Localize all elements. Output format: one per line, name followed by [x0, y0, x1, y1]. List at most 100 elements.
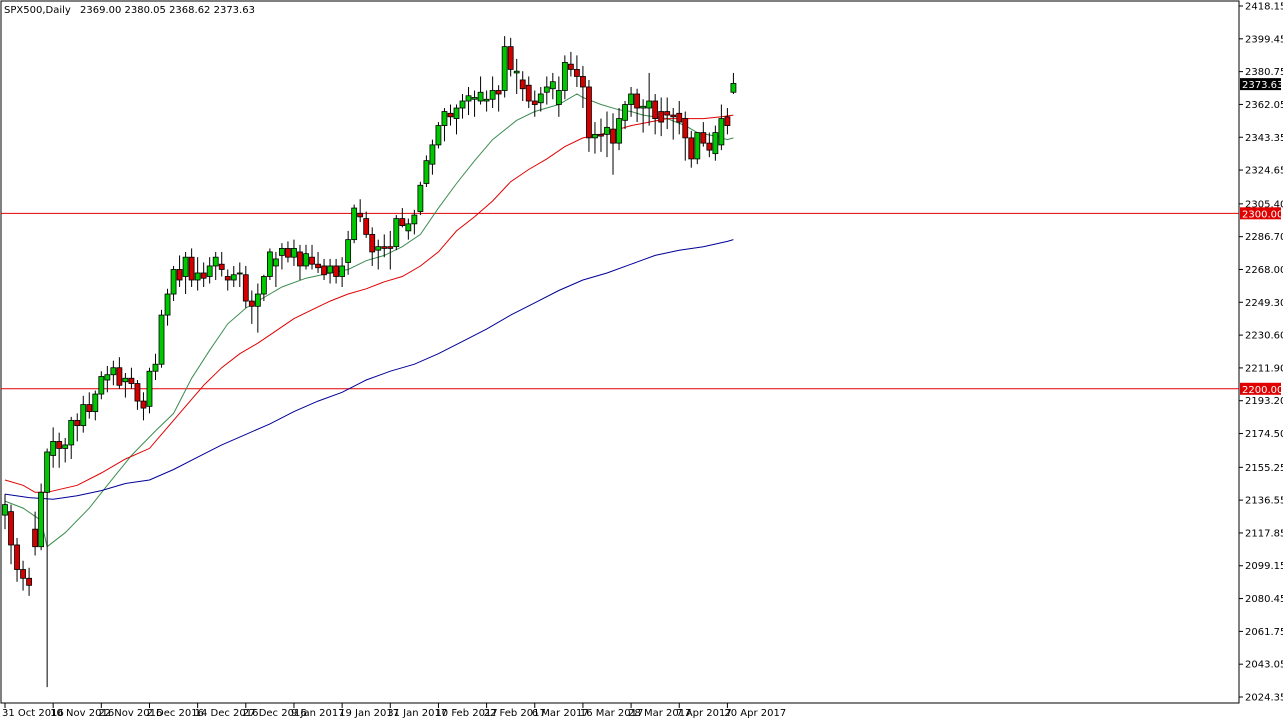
candle[interactable] — [291, 239, 297, 266]
candle[interactable] — [236, 262, 243, 288]
candle[interactable] — [676, 101, 683, 135]
candle[interactable] — [640, 99, 647, 133]
candle[interactable] — [38, 483, 45, 551]
candle[interactable] — [646, 72, 653, 126]
candle[interactable] — [658, 97, 665, 137]
candle[interactable] — [345, 230, 352, 275]
candle[interactable] — [26, 567, 32, 596]
candle[interactable] — [20, 560, 26, 591]
candle[interactable] — [80, 395, 87, 433]
candle[interactable] — [423, 155, 430, 187]
candle[interactable] — [272, 251, 279, 288]
candle[interactable] — [429, 139, 436, 175]
candle[interactable] — [128, 367, 135, 389]
candle[interactable] — [140, 392, 147, 421]
candle[interactable] — [56, 432, 63, 468]
candle[interactable] — [555, 76, 562, 117]
candle[interactable] — [610, 113, 616, 175]
candle[interactable] — [339, 257, 346, 288]
candle[interactable] — [483, 90, 490, 112]
candle[interactable] — [399, 208, 406, 228]
candle[interactable] — [574, 55, 580, 87]
candle[interactable] — [357, 199, 364, 223]
candle[interactable] — [447, 104, 454, 126]
candle[interactable] — [327, 258, 333, 284]
candle[interactable] — [230, 265, 237, 288]
candle[interactable] — [182, 251, 189, 295]
candle[interactable] — [32, 511, 38, 556]
candle[interactable] — [92, 390, 99, 421]
candle[interactable] — [266, 248, 273, 280]
candle[interactable] — [712, 125, 719, 161]
candle[interactable] — [700, 122, 707, 147]
candle[interactable] — [477, 76, 484, 105]
candle[interactable] — [543, 76, 550, 105]
candle[interactable] — [218, 251, 225, 277]
candle[interactable] — [242, 265, 249, 309]
candle[interactable] — [152, 353, 159, 381]
candle[interactable] — [706, 132, 713, 158]
candle[interactable] — [453, 104, 460, 135]
candle[interactable] — [531, 90, 538, 117]
candle[interactable] — [110, 360, 117, 386]
plot-area[interactable] — [0, 0, 1240, 704]
candle[interactable] — [513, 58, 520, 94]
candle[interactable] — [586, 79, 592, 152]
candle[interactable] — [471, 90, 478, 117]
candle[interactable] — [309, 244, 315, 270]
candle[interactable] — [285, 241, 291, 263]
candle[interactable] — [164, 288, 171, 326]
candle[interactable] — [369, 227, 376, 266]
candle[interactable] — [417, 181, 424, 216]
candle[interactable] — [68, 416, 75, 459]
candle[interactable] — [441, 108, 448, 142]
candle[interactable] — [2, 494, 8, 530]
candle[interactable] — [116, 357, 123, 389]
candle[interactable] — [176, 255, 183, 288]
candle[interactable] — [387, 230, 394, 270]
candle[interactable] — [405, 218, 412, 240]
candle[interactable] — [248, 290, 255, 324]
candle[interactable] — [351, 204, 358, 244]
candle[interactable] — [598, 118, 604, 152]
candle[interactable] — [188, 248, 195, 288]
candle[interactable] — [664, 97, 671, 130]
candle[interactable] — [501, 36, 508, 98]
candle[interactable] — [724, 108, 731, 135]
candle[interactable] — [567, 51, 574, 77]
candle[interactable] — [98, 371, 105, 400]
candle[interactable] — [50, 427, 57, 468]
candle[interactable] — [525, 76, 532, 109]
candle[interactable] — [730, 72, 737, 94]
candle[interactable] — [670, 108, 677, 140]
candle[interactable] — [592, 122, 598, 154]
candle[interactable] — [158, 309, 165, 368]
candle[interactable] — [622, 101, 628, 130]
candle[interactable] — [86, 392, 93, 419]
candle[interactable] — [489, 76, 496, 109]
candle[interactable] — [694, 132, 701, 165]
candle[interactable] — [580, 65, 586, 109]
candle[interactable] — [44, 448, 51, 688]
candle[interactable] — [459, 93, 466, 119]
candle[interactable] — [200, 262, 207, 288]
candle[interactable] — [634, 88, 640, 123]
candle[interactable] — [495, 85, 502, 112]
candle[interactable] — [381, 234, 388, 258]
candle[interactable] — [74, 413, 81, 442]
candle[interactable] — [62, 437, 69, 463]
candle[interactable] — [303, 244, 309, 270]
candle[interactable] — [507, 37, 514, 77]
candle[interactable] — [561, 55, 568, 100]
candle[interactable] — [170, 265, 177, 302]
candle[interactable] — [465, 86, 472, 116]
candle[interactable] — [393, 215, 400, 251]
candle[interactable] — [652, 93, 659, 135]
candle[interactable] — [260, 274, 267, 302]
candle[interactable] — [321, 258, 327, 280]
candle[interactable] — [363, 211, 370, 238]
candle[interactable] — [297, 244, 303, 280]
candle[interactable] — [279, 243, 285, 270]
candle[interactable] — [375, 239, 382, 270]
